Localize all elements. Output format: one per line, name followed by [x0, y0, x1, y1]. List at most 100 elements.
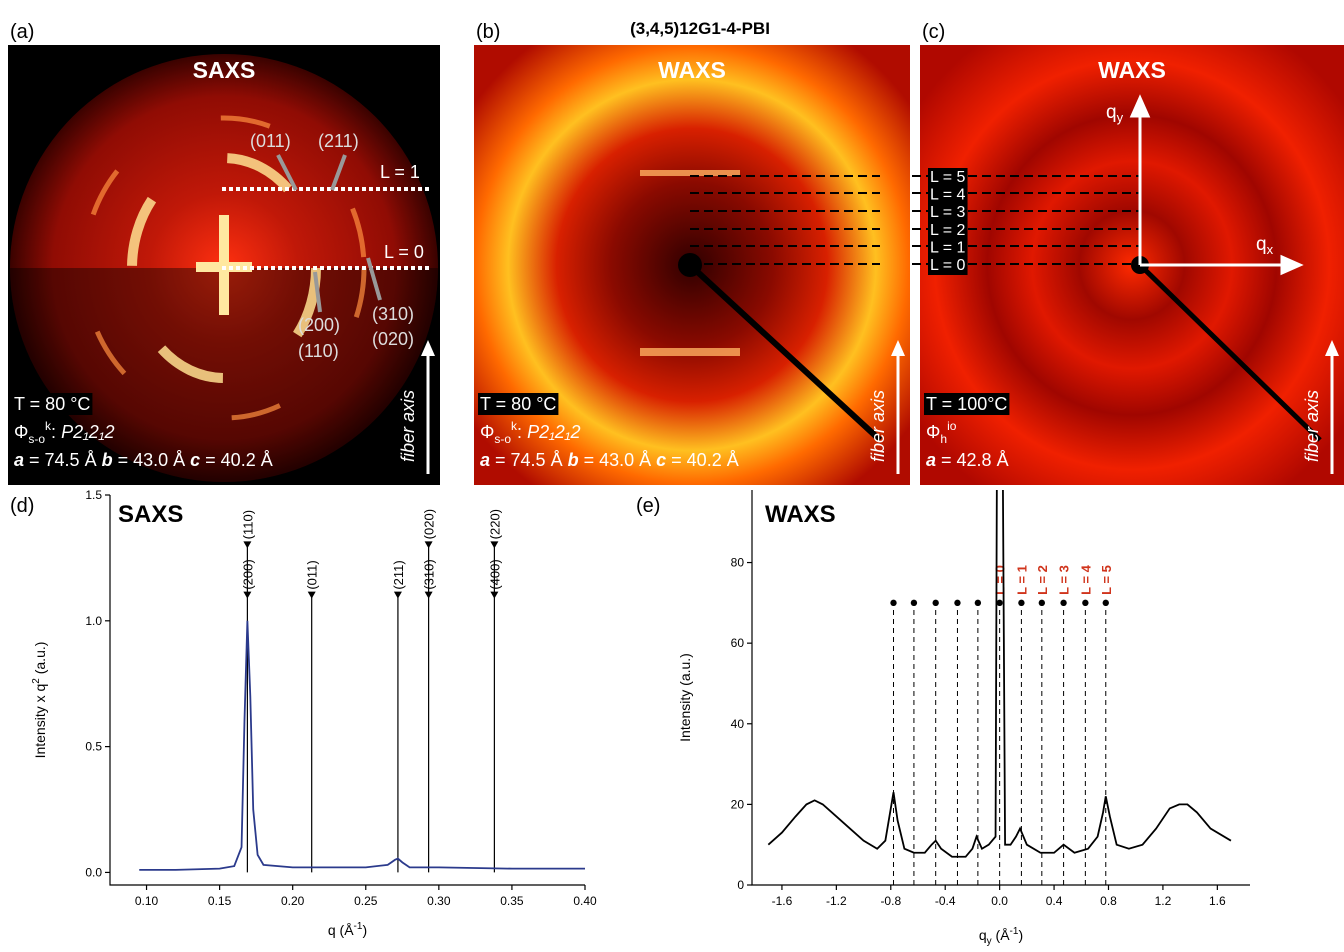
- text-part: = 42.8 Å: [936, 450, 1009, 470]
- panel-label: (a): [10, 21, 34, 43]
- phase: Φhio: [926, 419, 957, 446]
- panel-label: (d): [10, 495, 34, 517]
- technique-label: WAXS: [658, 57, 726, 83]
- text-part: a: [480, 450, 490, 470]
- text-part: y: [1117, 110, 1124, 125]
- reflection-label: (200): [240, 559, 255, 589]
- x-tick-label: 0.30: [427, 894, 451, 908]
- fiber-axis-arrowhead: [421, 340, 435, 356]
- reflection-label: (310): [372, 304, 414, 324]
- text-part: h: [940, 432, 947, 446]
- text-part: s-o: [28, 432, 45, 446]
- reflection-marker: [243, 591, 252, 599]
- label-box: [928, 168, 968, 187]
- text-part: q: [979, 927, 987, 943]
- reflection-label: (011): [305, 560, 320, 589]
- layer-line-label: L = 1: [930, 239, 966, 256]
- temperature: T = 80 °C: [14, 394, 90, 414]
- layer-line-label: L = 5: [1099, 565, 1114, 595]
- reflection-label: (110): [298, 341, 339, 361]
- layer-dot: [1102, 599, 1109, 607]
- text-part: b: [102, 450, 113, 470]
- layer-dot: [1018, 599, 1025, 607]
- text-part: q: [1256, 234, 1267, 255]
- chart-title: WAXS: [765, 501, 836, 528]
- layer-line-label: L = 0: [930, 257, 966, 274]
- axis-frame: [109, 495, 585, 886]
- label-box: [478, 393, 559, 415]
- label-box: [928, 185, 968, 205]
- reflection-label: (220): [487, 509, 502, 539]
- layer-line-label: L = 3: [930, 204, 966, 221]
- text-part: q (Å: [328, 922, 354, 938]
- x-tick-label: -1.2: [826, 894, 847, 908]
- text-part: = 43.0 Å: [579, 450, 657, 470]
- label-box: [12, 393, 93, 415]
- layer-dot: [1082, 599, 1089, 607]
- y-tick-label: 0: [737, 878, 744, 892]
- x-tick-label: 0.35: [500, 894, 524, 908]
- fiber-axis-label: fiber axis: [1302, 390, 1322, 462]
- unit-cell: a = 74.5 Å b = 43.0 Å c = 40.2 Å: [480, 450, 739, 470]
- label-box: [928, 220, 968, 240]
- unit-cell: a = 42.8 Å: [926, 450, 1009, 470]
- technique-label: WAXS: [1098, 57, 1166, 83]
- reflection-marker: [307, 591, 316, 599]
- layer-line-label: L = 0: [993, 565, 1008, 595]
- text-part: k: [511, 419, 518, 433]
- text-part: 2: [31, 678, 42, 684]
- label-box: [924, 393, 1010, 415]
- panel-label: (b): [476, 21, 500, 43]
- x-tick-label: 1.2: [1155, 894, 1172, 908]
- layer-line-label: L = 5: [930, 169, 966, 186]
- phase: Φs-ok: P2₁2₁2: [14, 419, 114, 446]
- text-part: (a.u.): [32, 642, 48, 679]
- y-tick-label: 0.5: [85, 740, 102, 754]
- reflection-label: (211): [391, 560, 406, 589]
- y-tick-label: 1.5: [85, 488, 102, 502]
- y-tick-label: 40: [731, 717, 745, 731]
- y-tick-label: 1.0: [85, 614, 102, 628]
- text-part: -1: [354, 921, 363, 932]
- y-axis-label: Intensity x q2 (a.u.): [31, 642, 48, 759]
- text-part: c: [190, 450, 200, 470]
- axis-arrow-label: qy: [1106, 102, 1124, 125]
- text-part: -1: [1010, 926, 1019, 937]
- panel-a-image: [8, 45, 440, 485]
- x-tick-label: 0.20: [281, 894, 305, 908]
- text-part: ): [362, 922, 367, 938]
- text-part: k: [45, 419, 52, 433]
- text-part: x: [1267, 242, 1274, 257]
- layer-line-label: L = 4: [930, 187, 966, 204]
- data-line: [139, 620, 585, 871]
- text-part: ): [1018, 927, 1023, 943]
- text-part: b: [568, 450, 579, 470]
- axis-arrow-label: qx: [1256, 234, 1274, 257]
- technique-label: SAXS: [193, 57, 256, 83]
- x-axis-label: qy (Å-1): [979, 926, 1023, 947]
- reflection-label: (310): [422, 559, 437, 589]
- layer-dot: [974, 599, 982, 607]
- figure-title: (3,4,5)12G1-4-PBI: [630, 19, 770, 38]
- layer-dot: [890, 599, 897, 607]
- layer-dot: [954, 599, 961, 607]
- reflection-marker: [424, 541, 433, 549]
- panel-c-image: [912, 45, 1344, 485]
- label-box: [928, 238, 968, 258]
- text-part: = 74.5 Å: [24, 450, 102, 470]
- axis-frame: [751, 490, 1250, 886]
- reflection-label: (110): [240, 510, 255, 539]
- reflection-marker: [243, 541, 252, 549]
- x-tick-label: 0.0: [991, 894, 1008, 908]
- reflection-label: (011): [250, 131, 291, 151]
- text-part: (Å: [992, 927, 1011, 943]
- unit-cell: a = 74.5 Å b = 43.0 Å c = 40.2 Å: [14, 450, 273, 470]
- layer-line-label: L = 4: [1078, 564, 1093, 595]
- text-part: Intensity (a.u.): [677, 653, 693, 742]
- text-part: Intensity x q: [32, 684, 48, 759]
- x-tick-label: 0.8: [1100, 894, 1117, 908]
- y-tick-label: 20: [731, 797, 745, 811]
- text-part: s-o: [494, 432, 511, 446]
- text-part: q: [1106, 102, 1117, 123]
